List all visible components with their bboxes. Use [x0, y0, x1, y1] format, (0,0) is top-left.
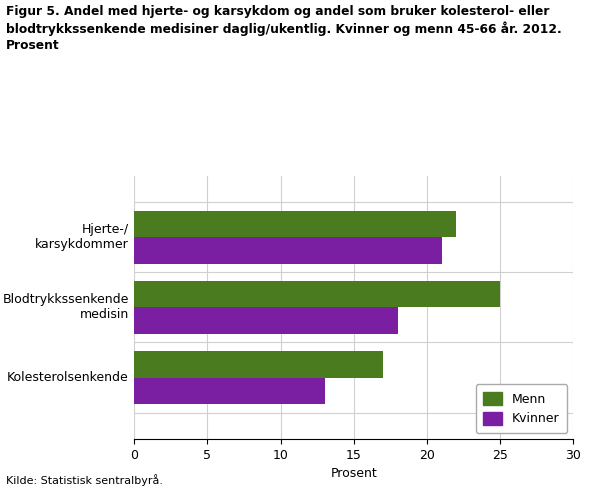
Bar: [134, 281, 500, 307]
Text: Kilde: Statistisk sentralbyrå.: Kilde: Statistisk sentralbyrå.: [6, 474, 163, 486]
Bar: [134, 307, 398, 334]
X-axis label: Prosent: Prosent: [331, 468, 377, 481]
Text: Figur 5. Andel med hjerte- og karsykdom og andel som bruker kolesterol- eller
bl: Figur 5. Andel med hjerte- og karsykdom …: [6, 5, 562, 52]
Bar: [134, 378, 325, 404]
Bar: [134, 237, 442, 264]
Bar: [134, 211, 456, 237]
Bar: [134, 351, 383, 378]
Legend: Menn, Kvinner: Menn, Kvinner: [476, 385, 567, 433]
